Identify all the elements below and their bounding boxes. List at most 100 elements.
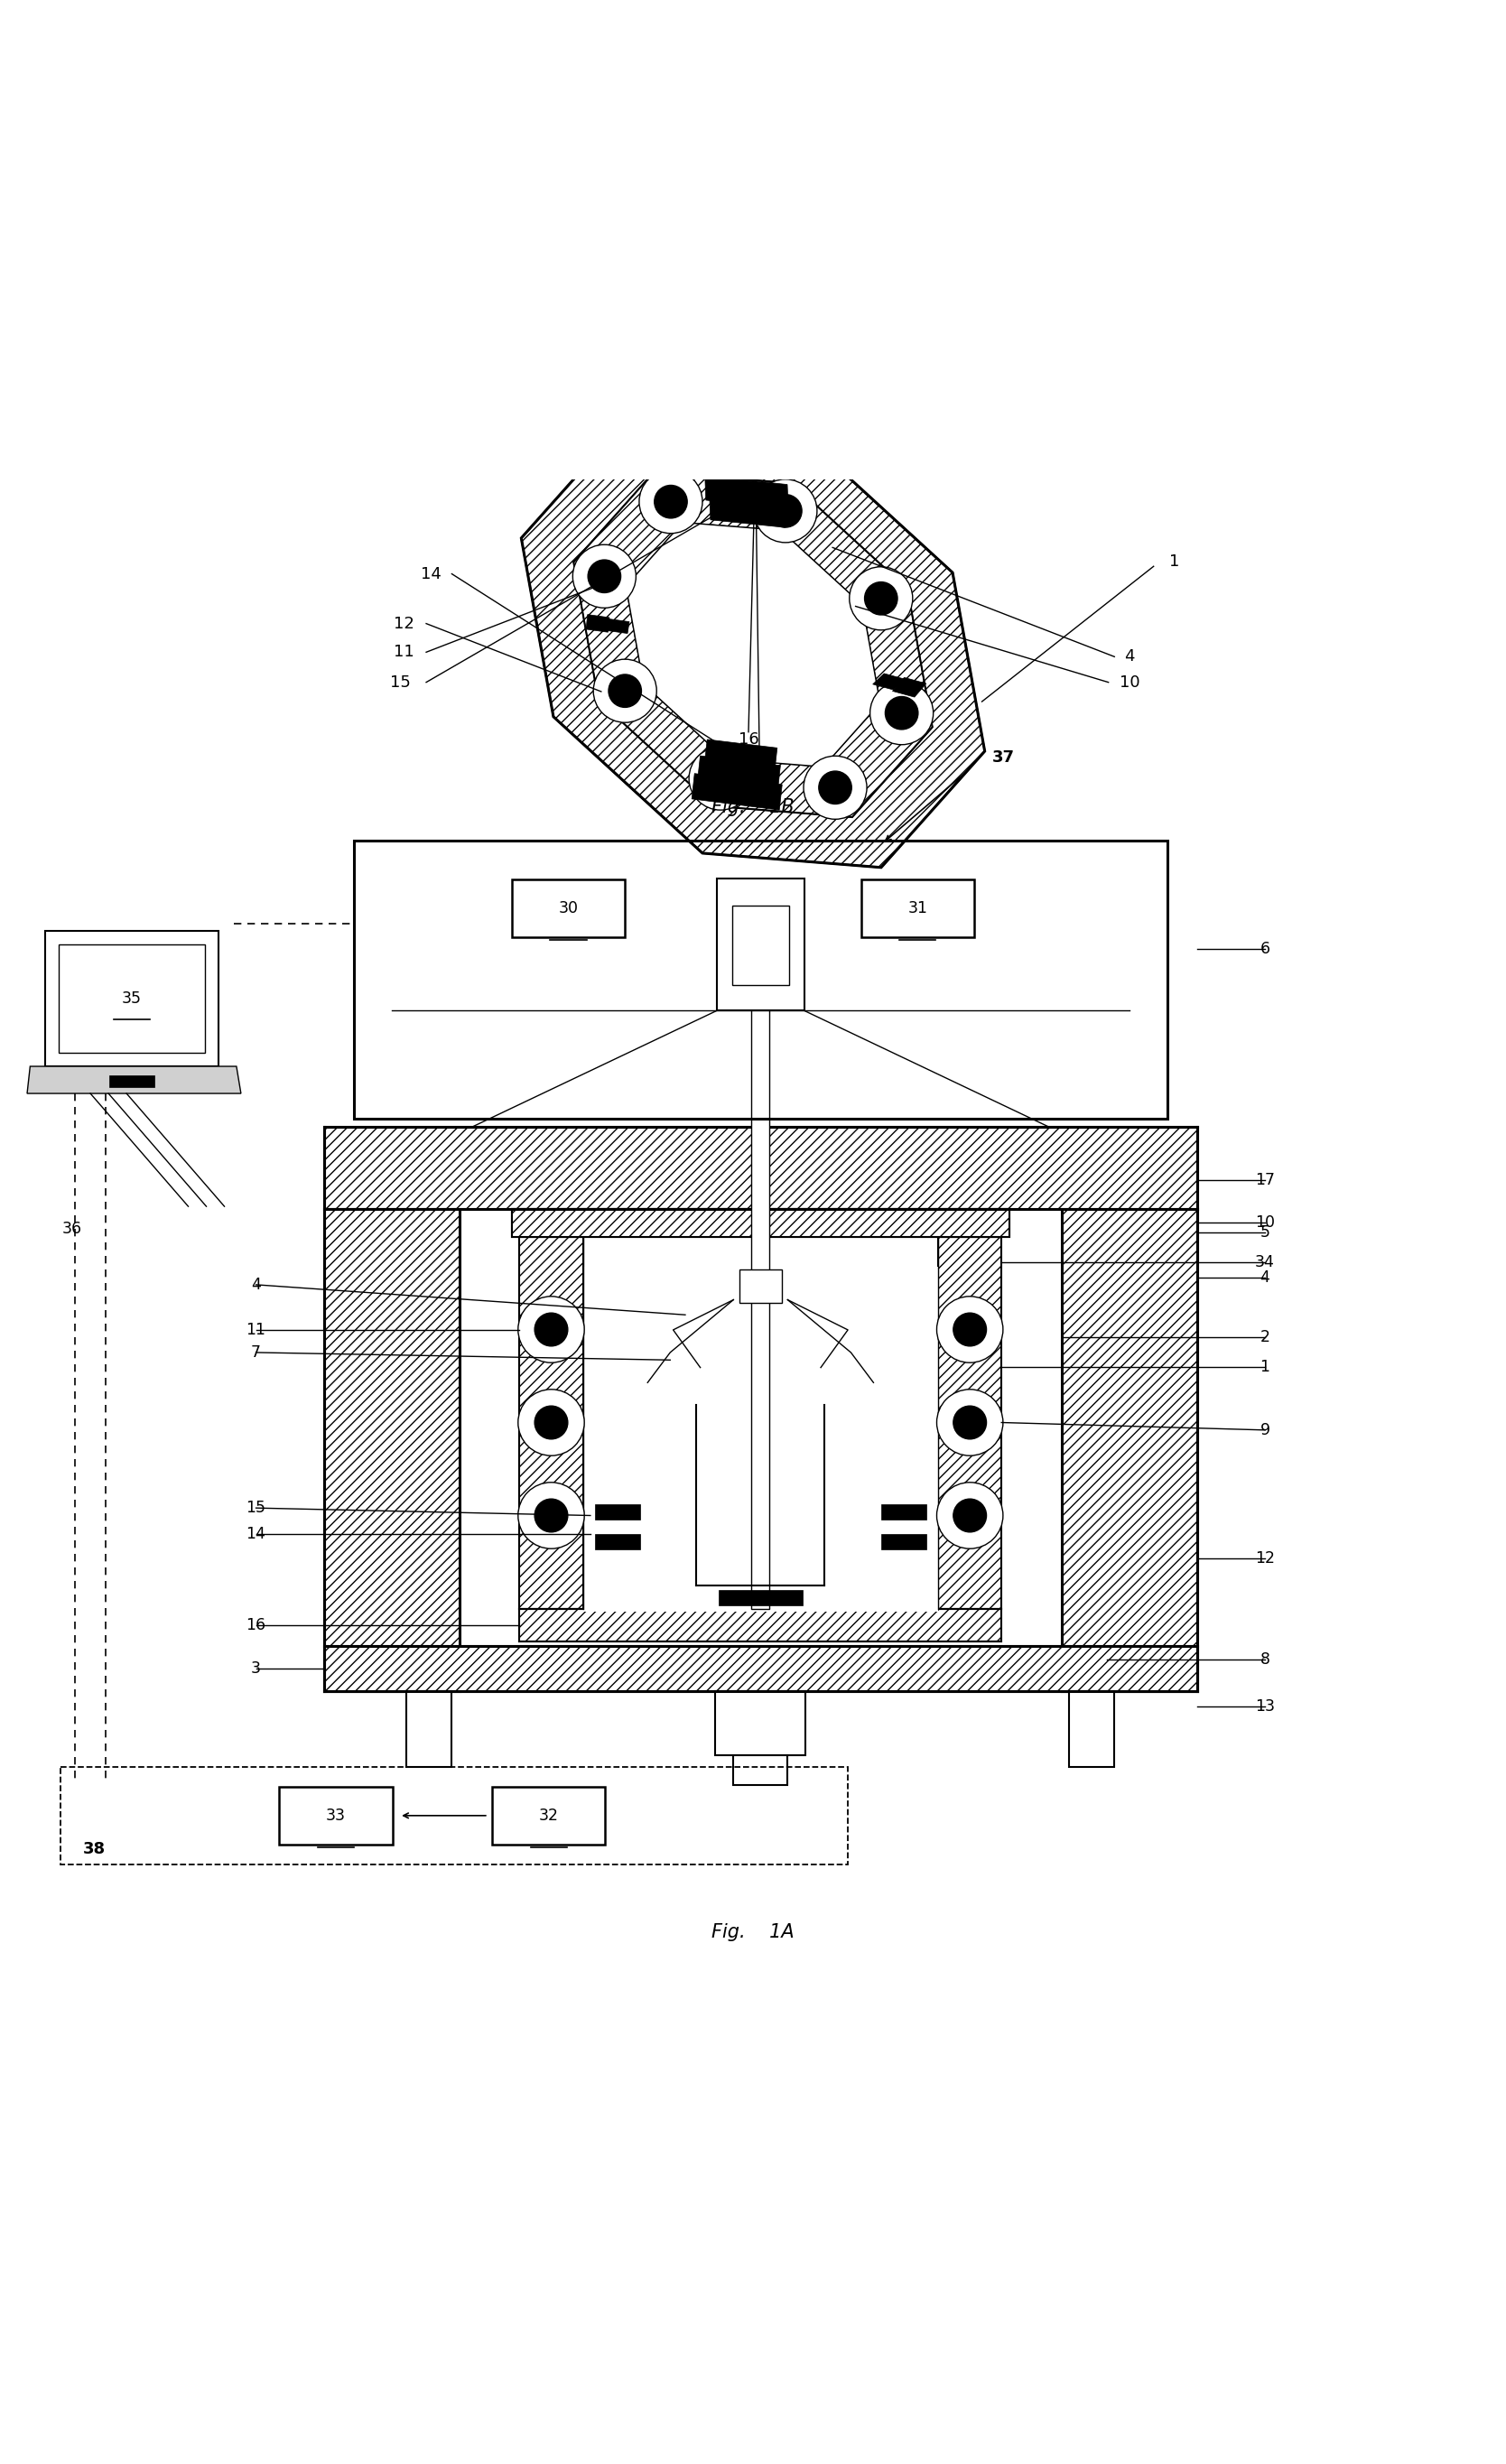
- Bar: [1069, 1690, 1114, 1767]
- Circle shape: [819, 771, 852, 803]
- Text: 30: 30: [559, 899, 578, 917]
- Polygon shape: [27, 1067, 241, 1094]
- Bar: [324, 1126, 1197, 1210]
- Text: 4: 4: [1125, 648, 1134, 665]
- Circle shape: [937, 1390, 1003, 1456]
- Circle shape: [518, 1390, 584, 1456]
- Circle shape: [953, 1498, 986, 1533]
- Polygon shape: [709, 498, 785, 527]
- Circle shape: [688, 747, 751, 811]
- Text: 16: 16: [245, 1616, 267, 1634]
- Text: 3: 3: [252, 1661, 261, 1678]
- Circle shape: [937, 1483, 1003, 1550]
- Bar: [520, 1609, 1001, 1641]
- Circle shape: [804, 756, 867, 818]
- Circle shape: [593, 660, 657, 722]
- Bar: [732, 904, 789, 986]
- Circle shape: [608, 675, 642, 707]
- Text: 4: 4: [1261, 1269, 1270, 1286]
- Bar: [881, 1506, 926, 1520]
- Text: 5: 5: [1261, 1225, 1270, 1239]
- Text: 34: 34: [745, 488, 767, 505]
- Text: 9: 9: [1261, 1422, 1270, 1439]
- Bar: [108, 1074, 154, 1087]
- Text: 31: 31: [908, 899, 928, 917]
- Text: 13: 13: [1254, 1698, 1276, 1715]
- Bar: [881, 1535, 926, 1550]
- Circle shape: [755, 480, 818, 542]
- Bar: [595, 1506, 640, 1520]
- Text: 16: 16: [738, 732, 759, 747]
- Polygon shape: [705, 476, 788, 508]
- Bar: [583, 1266, 938, 1611]
- Bar: [512, 1210, 1009, 1237]
- Circle shape: [518, 1483, 584, 1550]
- Text: 37: 37: [992, 749, 1014, 766]
- Text: 6: 6: [1261, 941, 1270, 956]
- Text: 1: 1: [1170, 554, 1179, 569]
- Circle shape: [639, 471, 702, 532]
- Bar: [280, 1786, 393, 1843]
- Text: 11: 11: [393, 643, 414, 660]
- Text: 12: 12: [1254, 1550, 1276, 1567]
- Bar: [595, 1535, 640, 1550]
- Text: 11: 11: [245, 1321, 267, 1338]
- Polygon shape: [45, 931, 218, 1067]
- Text: 14: 14: [420, 567, 441, 582]
- Circle shape: [535, 1498, 568, 1533]
- Text: 14: 14: [245, 1525, 267, 1542]
- Polygon shape: [586, 614, 610, 633]
- Bar: [938, 1237, 1001, 1609]
- Bar: [324, 1210, 459, 1690]
- Bar: [512, 1210, 1009, 1237]
- Text: 7: 7: [252, 1345, 261, 1360]
- Circle shape: [535, 1313, 568, 1345]
- Bar: [520, 1237, 583, 1609]
- Circle shape: [953, 1313, 986, 1345]
- Bar: [1062, 1210, 1197, 1690]
- Circle shape: [654, 485, 687, 517]
- Bar: [60, 1767, 848, 1865]
- Circle shape: [770, 495, 801, 527]
- Polygon shape: [574, 473, 932, 818]
- Circle shape: [864, 582, 898, 616]
- Polygon shape: [705, 739, 777, 769]
- Text: 34: 34: [1254, 1254, 1276, 1271]
- Circle shape: [535, 1407, 568, 1439]
- Text: 1: 1: [1261, 1358, 1270, 1375]
- Polygon shape: [893, 678, 926, 697]
- Bar: [717, 877, 804, 1010]
- Text: 35: 35: [122, 991, 142, 1008]
- Circle shape: [587, 559, 620, 594]
- Text: 8: 8: [1261, 1651, 1270, 1668]
- Bar: [512, 880, 625, 936]
- Text: Fig.    1B: Fig. 1B: [711, 798, 795, 816]
- Bar: [59, 944, 205, 1052]
- Circle shape: [572, 545, 636, 609]
- Text: 36: 36: [62, 1220, 83, 1237]
- Text: 12: 12: [393, 616, 414, 631]
- Text: 33: 33: [325, 1809, 346, 1823]
- Polygon shape: [697, 756, 780, 788]
- Text: 4: 4: [252, 1276, 261, 1294]
- Text: 10: 10: [1254, 1215, 1276, 1232]
- Polygon shape: [873, 673, 905, 690]
- Polygon shape: [626, 522, 880, 766]
- Bar: [733, 1754, 788, 1786]
- Bar: [324, 1646, 1197, 1690]
- Circle shape: [886, 697, 919, 729]
- Text: 15: 15: [390, 675, 411, 690]
- Text: Fig.    1A: Fig. 1A: [712, 1924, 794, 1942]
- Polygon shape: [626, 522, 880, 766]
- Text: 17: 17: [1254, 1173, 1276, 1188]
- Text: 32: 32: [539, 1809, 559, 1823]
- Circle shape: [849, 567, 913, 631]
- Circle shape: [870, 683, 934, 744]
- Bar: [354, 840, 1167, 1119]
- Text: 10: 10: [1119, 675, 1140, 690]
- Text: 38: 38: [83, 1841, 105, 1858]
- Bar: [407, 1690, 452, 1767]
- Bar: [718, 1589, 803, 1607]
- Polygon shape: [607, 618, 630, 633]
- Circle shape: [705, 761, 736, 796]
